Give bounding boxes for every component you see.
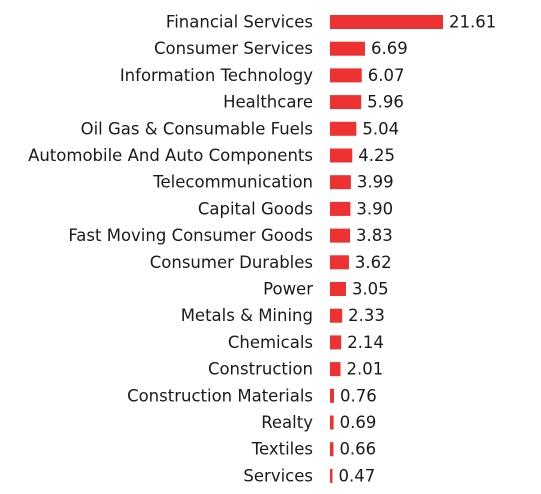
bar <box>330 148 353 163</box>
value-label: 6.07 <box>368 66 405 85</box>
bar <box>330 15 443 29</box>
value-label: 4.25 <box>358 146 395 165</box>
value-label: 0.76 <box>340 386 377 405</box>
category-label: Healthcare <box>223 93 313 112</box>
category-label: Services <box>243 466 313 485</box>
value-label: 21.61 <box>449 13 496 32</box>
value-label: 3.83 <box>356 226 393 245</box>
value-label: 2.33 <box>348 306 385 325</box>
bar <box>330 121 357 136</box>
value-label: 3.62 <box>355 253 392 272</box>
bar <box>330 95 362 110</box>
bar <box>330 255 349 270</box>
category-label: Automobile And Auto Components <box>28 146 313 165</box>
category-label: Realty <box>261 413 313 432</box>
bar <box>330 68 362 83</box>
value-label: 2.14 <box>347 333 384 352</box>
category-label: Information Technology <box>120 66 313 85</box>
bar <box>330 41 365 56</box>
category-label: Textiles <box>251 440 313 459</box>
category-label: Telecommunication <box>152 173 313 192</box>
bar <box>330 388 334 403</box>
category-label: Consumer Durables <box>150 253 313 272</box>
category-label: Oil Gas & Consumable Fuels <box>81 119 313 138</box>
category-label: Chemicals <box>228 333 313 352</box>
value-label: 0.66 <box>339 440 376 459</box>
bar <box>330 362 341 377</box>
category-label: Capital Goods <box>198 199 313 218</box>
category-label: Construction <box>208 360 313 379</box>
value-label: 3.99 <box>357 173 394 192</box>
category-label: Construction Materials <box>127 386 313 405</box>
value-label: 2.01 <box>347 360 384 379</box>
bar <box>330 442 334 457</box>
category-label: Fast Moving Consumer Goods <box>68 226 313 245</box>
bar <box>330 415 334 430</box>
value-label: 5.96 <box>367 93 404 112</box>
bar <box>330 228 351 243</box>
bar <box>330 335 342 350</box>
value-label: 3.90 <box>356 199 393 218</box>
category-label: Power <box>263 280 313 299</box>
bar <box>330 201 351 216</box>
bar <box>330 282 346 296</box>
value-label: 5.04 <box>362 119 399 138</box>
bar <box>330 468 333 483</box>
bar <box>330 308 343 323</box>
category-label: Financial Services <box>166 13 313 32</box>
bar <box>330 175 351 190</box>
value-label: 3.05 <box>352 280 389 299</box>
category-label: Metals & Mining <box>181 306 313 325</box>
value-label: 0.47 <box>338 466 375 485</box>
category-label: Consumer Services <box>154 39 313 58</box>
value-label: 6.69 <box>371 39 408 58</box>
value-label: 0.69 <box>340 413 377 432</box>
